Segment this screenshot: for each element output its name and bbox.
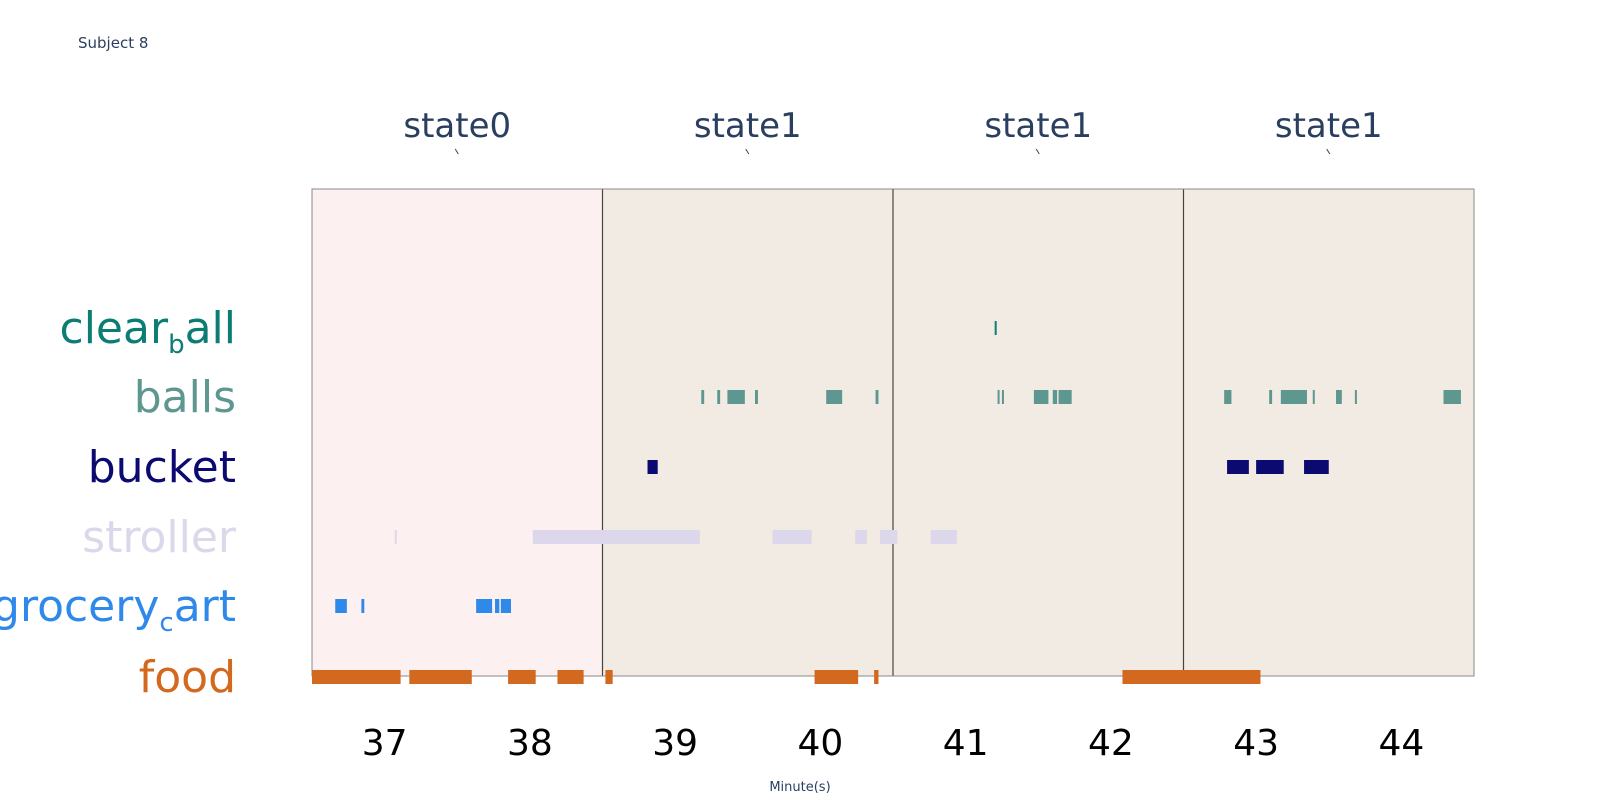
balls-event-6 [997, 390, 1000, 404]
food-label: food [139, 652, 236, 703]
balls-event-17 [1443, 390, 1461, 404]
clear_ball-label: clearball [60, 303, 236, 360]
x-axis-label: Minute(s) [769, 780, 831, 795]
food-event-7 [1122, 670, 1261, 684]
grocery_cart-event-0 [335, 599, 347, 613]
balls-event-0 [701, 390, 705, 404]
x-tick-5: 42 [1088, 723, 1134, 764]
x-tick-1: 38 [507, 723, 553, 764]
food-event-4 [605, 670, 613, 684]
balls-event-9 [1052, 390, 1058, 404]
balls-label: balls [134, 372, 236, 423]
state-region-3 [1183, 189, 1474, 676]
grocery_cart-event-2 [476, 599, 493, 613]
balls-event-10 [1058, 390, 1072, 404]
state-region-2 [893, 189, 1184, 676]
balls-event-11 [1224, 390, 1232, 404]
food-event-6 [874, 670, 879, 684]
x-tick-7: 44 [1378, 723, 1424, 764]
grocery_cart-event-3 [495, 599, 500, 613]
food-event-5 [814, 670, 859, 684]
balls-event-13 [1280, 390, 1307, 404]
state-region-0 [312, 189, 603, 676]
stroller-event-1 [532, 530, 600, 544]
grocery_cart-label: grocerycart [0, 581, 236, 638]
food-event-3 [557, 670, 584, 684]
balls-event-3 [755, 390, 758, 404]
food-event-1 [409, 670, 472, 684]
grocery_cart-event-4 [500, 599, 511, 613]
subject-label: Subject 8 [78, 34, 149, 52]
plot-frame [311, 188, 1475, 677]
bucket-event-0 [647, 460, 658, 474]
state-label-0: state0 [403, 106, 511, 146]
balls-event-15 [1336, 390, 1342, 404]
balls-event-2 [727, 390, 745, 404]
x-tick-0: 37 [362, 723, 408, 764]
x-tick-3: 40 [797, 723, 843, 764]
state-pointer-3 [1326, 148, 1331, 155]
state-pointer-0 [454, 148, 459, 155]
stroller-event-2 [599, 530, 700, 544]
state-pointer-2 [1035, 148, 1040, 155]
x-tick-6: 43 [1233, 723, 1279, 764]
bucket-event-1 [1227, 460, 1249, 474]
state-label-3: state1 [1275, 106, 1383, 146]
balls-event-14 [1312, 390, 1315, 404]
stroller-event-3 [772, 530, 812, 544]
bucket-event-3 [1304, 460, 1329, 474]
stroller-event-4 [855, 530, 867, 544]
state-label-2: state1 [984, 106, 1092, 146]
stroller-event-0 [394, 530, 397, 544]
bucket-label: bucket [88, 442, 236, 493]
balls-event-1 [717, 390, 721, 404]
stroller-event-6 [930, 530, 957, 544]
food-event-0 [312, 670, 401, 684]
balls-event-16 [1354, 390, 1357, 404]
bucket-event-2 [1256, 460, 1284, 474]
state-label-1: state1 [694, 106, 802, 146]
food-event-2 [508, 670, 536, 684]
state-region-1 [602, 189, 893, 676]
x-tick-2: 39 [652, 723, 698, 764]
balls-event-4 [826, 390, 843, 404]
stroller-label: stroller [82, 512, 237, 563]
state-pointer-1 [745, 148, 750, 155]
x-tick-4: 41 [943, 723, 989, 764]
clear_ball-event-0 [994, 321, 997, 335]
balls-event-7 [1001, 390, 1004, 404]
balls-event-5 [875, 390, 879, 404]
stroller-event-5 [879, 530, 898, 544]
balls-event-8 [1033, 390, 1049, 404]
grocery_cart-event-1 [361, 599, 365, 613]
balls-event-12 [1269, 390, 1273, 404]
